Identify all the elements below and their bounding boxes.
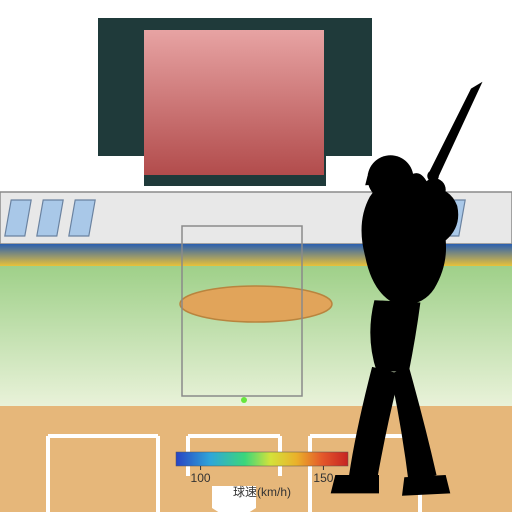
pitchers-mound [180, 286, 332, 322]
colorbar-tick-label: 100 [191, 471, 211, 485]
colorbar-tick-label: 150 [313, 471, 333, 485]
speed-colorbar [176, 452, 348, 466]
colorbar-axis-label: 球速(km/h) [233, 485, 291, 499]
scoreboard-screen [144, 30, 324, 175]
pitch-point [241, 397, 247, 403]
